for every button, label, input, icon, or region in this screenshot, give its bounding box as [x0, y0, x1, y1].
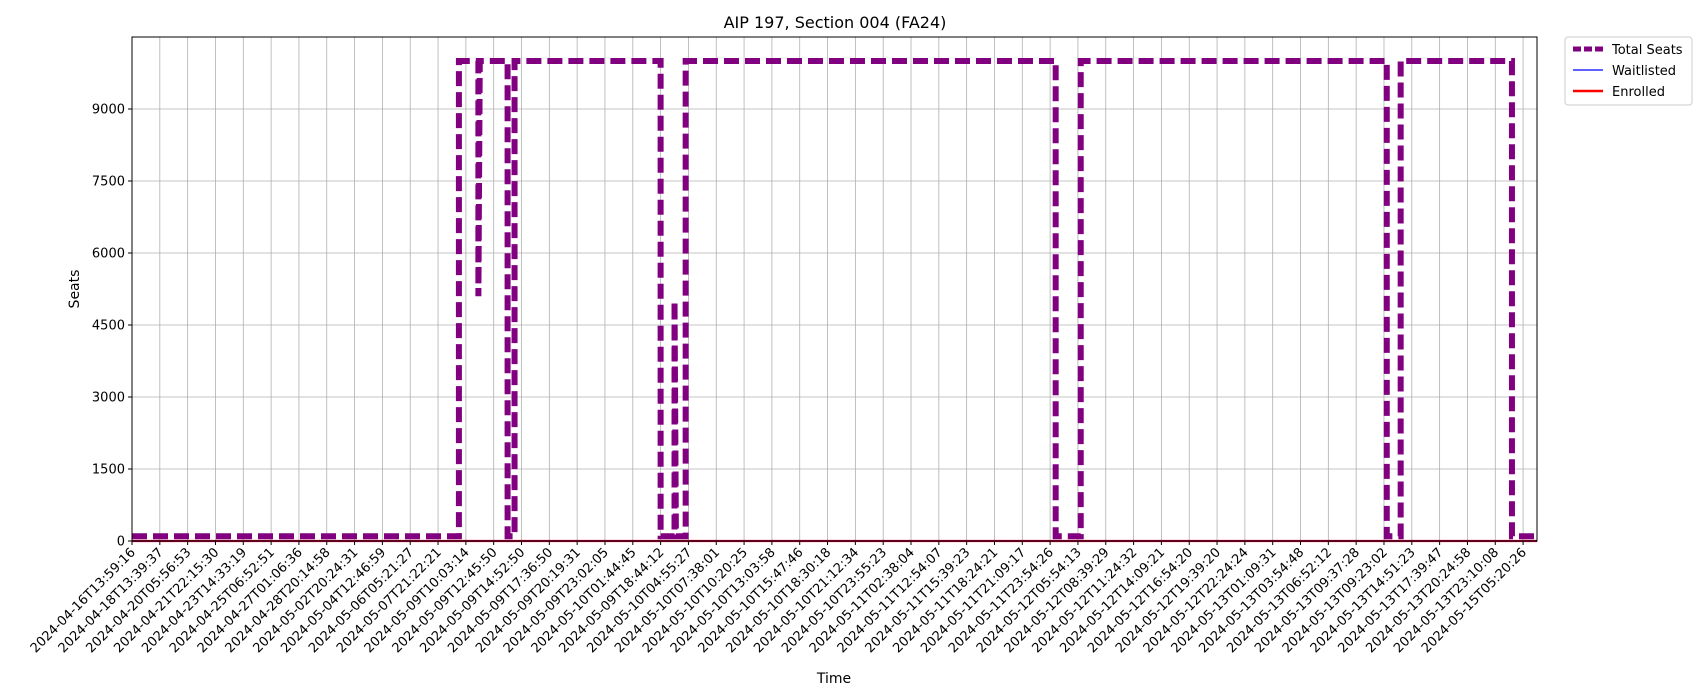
y-tick-label: 1500 [92, 463, 125, 478]
grid [131, 37, 1537, 542]
x-axis: 2024-04-16T13:59:162024-04-18T13:39:3720… [28, 541, 1530, 656]
y-tick-label: 9000 [92, 103, 125, 118]
y-axis-label: Seats [67, 270, 83, 309]
chart-title: AIP 197, Section 004 (FA24) [724, 13, 947, 32]
plot-frame [131, 36, 1538, 542]
y-axis: 0 1500 3000 4500 6000 7500 9000 [92, 103, 132, 550]
y-tick-label: 6000 [92, 247, 125, 262]
legend: Total Seats Waitlisted Enrolled [1564, 36, 1693, 106]
y-tick-label: 3000 [92, 391, 125, 406]
y-tick-label: 4500 [92, 319, 125, 334]
y-tick-label: 7500 [92, 175, 125, 190]
series-line-total-seats [132, 58, 1537, 540]
y-tick-label: 0 [117, 535, 125, 550]
legend-box [1564, 36, 1693, 106]
legend-label-total-seats: Total Seats [1611, 43, 1683, 58]
x-axis-label: Time [816, 671, 851, 687]
legend-label-enrolled: Enrolled [1612, 85, 1665, 100]
legend-label-waitlisted: Waitlisted [1612, 64, 1676, 79]
